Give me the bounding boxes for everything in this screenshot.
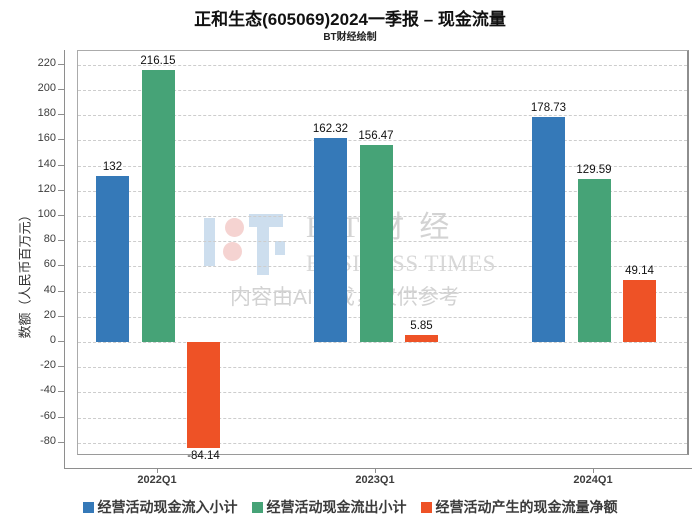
- x-tick-label: 2023Q1: [355, 474, 395, 486]
- gridline: [78, 442, 687, 444]
- chart-subtitle: BT财经绘制: [323, 32, 377, 43]
- y-tick-mark: [58, 290, 64, 292]
- value-label: 162.32: [312, 122, 349, 135]
- value-label: 49.14: [625, 265, 654, 278]
- legend-label: 经营活动产生的现金流量净额: [435, 499, 618, 515]
- y-tick-label: 0: [49, 334, 56, 346]
- bar: [359, 144, 393, 342]
- y-tick-mark: [58, 164, 64, 166]
- value-label: 129.59: [576, 163, 612, 176]
- value-label: 178.73: [530, 101, 567, 114]
- legend-swatch-icon: [420, 501, 432, 513]
- y-tick-mark: [58, 189, 64, 191]
- chart-title: 正和生态(605069)2024一季报 – 现金流量: [194, 10, 506, 29]
- legend: 经营活动现金流入小计 经营活动现金流出小计 经营活动产生的现金流量净额: [0, 497, 700, 517]
- y-tick-label: 80: [43, 233, 56, 246]
- y-tick-mark: [58, 89, 64, 90]
- y-tick-mark: [58, 341, 64, 342]
- gridline: [78, 367, 687, 369]
- legend-swatch-icon: [251, 501, 263, 513]
- y-tick-mark: [58, 240, 64, 242]
- y-tick-label: 220: [37, 56, 56, 69]
- bar: [314, 137, 347, 342]
- y-tick-label: 100: [37, 208, 56, 220]
- gridline: [78, 64, 687, 66]
- gridline: [78, 392, 687, 394]
- x-tick-label: 2022Q1: [137, 474, 177, 486]
- value-label: 156.47: [358, 129, 394, 142]
- gridline: [78, 140, 687, 142]
- bt-logo-t-foot: [275, 241, 285, 255]
- y-tick-label: 40: [43, 283, 56, 296]
- legend-label: 经营活动现金流入小计: [97, 499, 238, 515]
- y-tick-mark: [58, 315, 64, 317]
- value-label: 216.15: [140, 54, 176, 67]
- y-tick-label: 140: [37, 157, 56, 170]
- legend-item: 经营活动现金流出小计: [251, 497, 407, 517]
- bt-logo-dot: [223, 242, 242, 261]
- y-axis-line: [64, 50, 65, 468]
- y-tick-mark: [58, 265, 64, 267]
- gridline: [78, 417, 687, 419]
- y-tick-label: -60: [40, 409, 56, 422]
- bar: [141, 69, 175, 342]
- x-tick-mark: [157, 468, 158, 473]
- bar: [532, 116, 565, 342]
- bt-logo-dot: [225, 218, 244, 237]
- value-label: 132: [102, 160, 123, 173]
- y-tick-label: 60: [43, 258, 56, 271]
- y-tick-mark: [58, 114, 64, 116]
- gridline: [78, 115, 687, 117]
- y-tick-label: 200: [37, 82, 56, 94]
- y-tick-label: 180: [37, 107, 56, 120]
- value-label: 5.85: [410, 319, 433, 332]
- x-axis-line: [64, 468, 692, 469]
- y-tick-mark: [58, 441, 64, 443]
- legend-swatch-icon: [82, 501, 94, 513]
- bar: [405, 334, 438, 342]
- y-tick-mark: [58, 63, 64, 65]
- y-tick-label: 120: [37, 182, 56, 195]
- x-tick-mark: [593, 468, 594, 473]
- y-tick-mark: [58, 139, 64, 141]
- bar: [96, 175, 129, 342]
- y-tick-label: -40: [40, 384, 56, 397]
- gridline: [78, 90, 687, 91]
- x-tick-label: 2024Q1: [573, 474, 613, 486]
- y-tick-label: -20: [40, 359, 56, 372]
- y-tick-label: 160: [37, 132, 56, 145]
- y-tick-mark: [58, 416, 64, 418]
- bar: [577, 178, 611, 342]
- y-tick-label: 20: [43, 308, 56, 321]
- y-tick-mark: [58, 391, 64, 393]
- legend-label: 经营活动现金流出小计: [266, 499, 407, 515]
- bar: [187, 342, 220, 448]
- plot-area: BT财经 BUSINESS TIMES 内容由AI生成，仅供参考 132162.…: [77, 50, 689, 462]
- value-label: -84.14: [187, 450, 220, 462]
- x-tick-mark: [375, 468, 376, 473]
- legend-item: 经营活动现金流入小计: [82, 497, 238, 517]
- y-tick-label: -80: [40, 434, 56, 447]
- y-tick-mark: [58, 366, 64, 368]
- bar: [623, 280, 656, 342]
- y-tick-mark: [58, 215, 64, 216]
- gridline: [78, 342, 687, 343]
- legend-item: 经营活动产生的现金流量净额: [420, 497, 618, 517]
- bt-logo-t-stem: [257, 227, 269, 275]
